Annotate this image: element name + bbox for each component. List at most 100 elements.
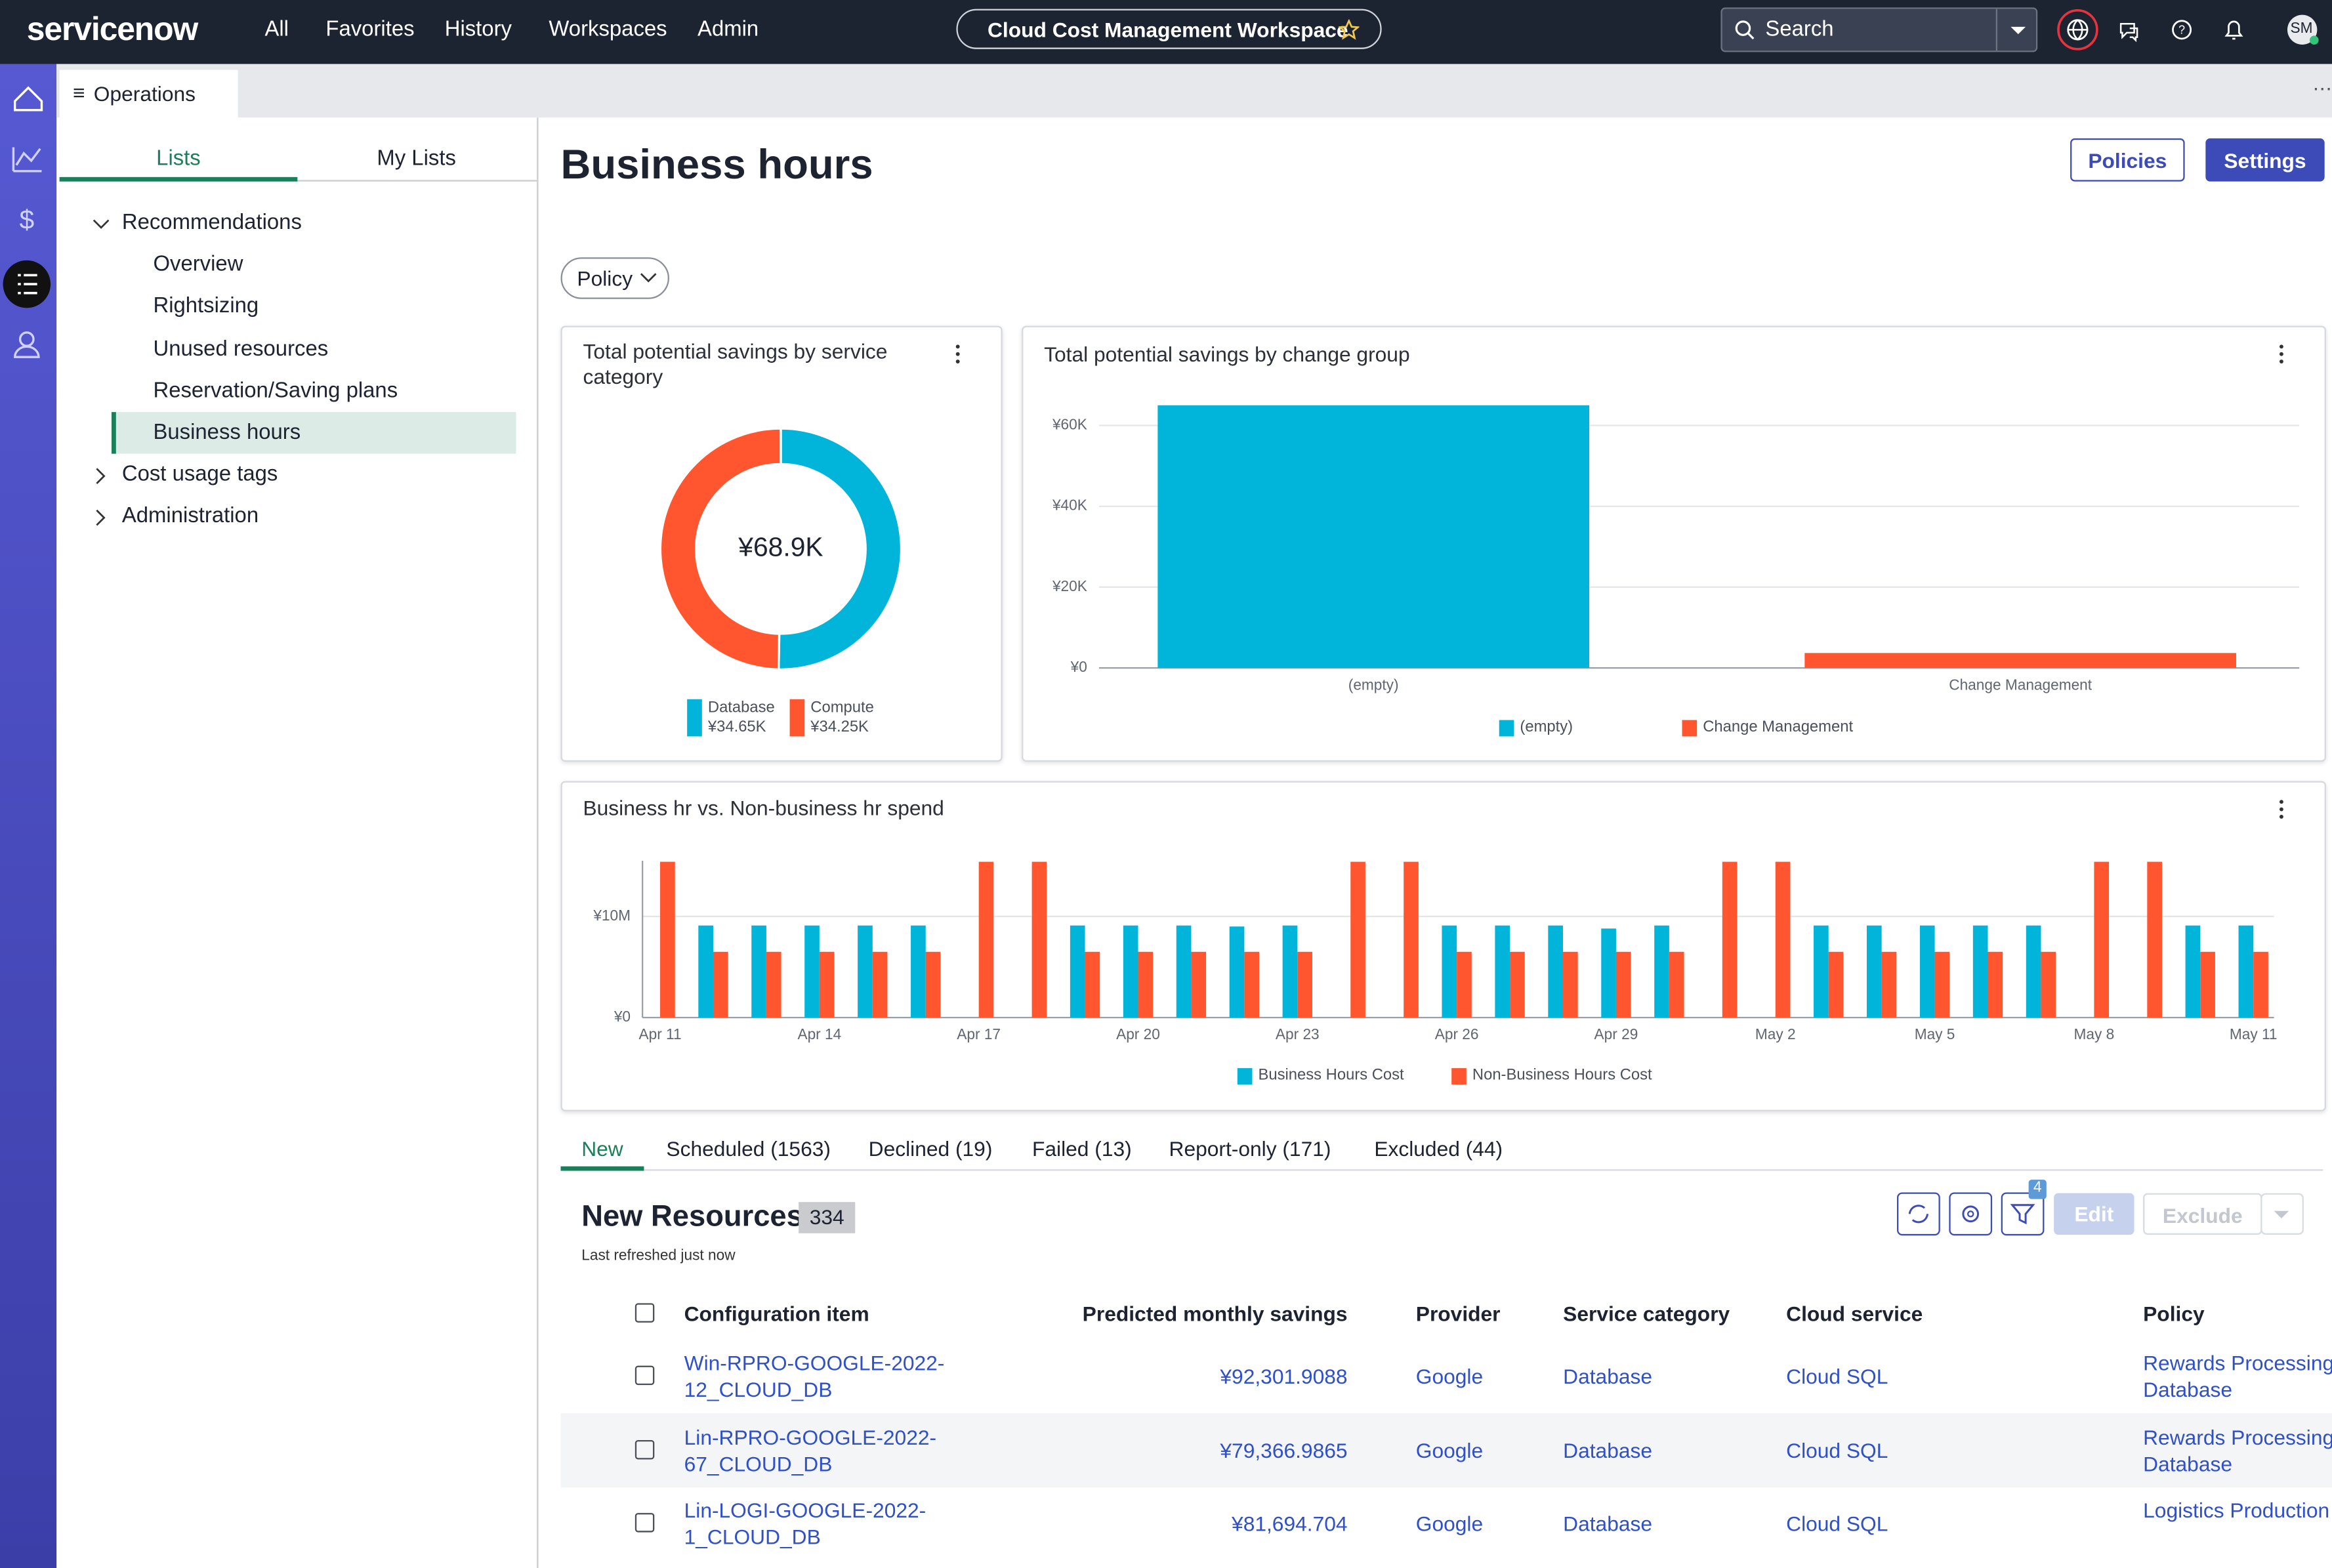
cell[interactable]: Database [1563, 1511, 1653, 1536]
column-header[interactable]: Provider [1415, 1302, 1501, 1326]
nav-item[interactable]: Favorites [325, 18, 415, 42]
column-header[interactable]: Predicted monthly savings [1082, 1302, 1348, 1326]
cell: ¥92,301.9088 [1220, 1364, 1348, 1388]
bar [2147, 861, 2162, 1018]
tree-item[interactable]: Unused resources [153, 337, 329, 361]
nav-item[interactable]: All [264, 18, 289, 42]
search-placeholder: Search [1765, 18, 1834, 42]
bar [2253, 951, 2268, 1018]
checkbox[interactable] [635, 1303, 655, 1323]
cell[interactable]: Google [1415, 1437, 1484, 1462]
menu-dot [2279, 814, 2283, 819]
bar [2185, 925, 2201, 1018]
tree-item[interactable]: Rightsizing [153, 295, 259, 320]
cell[interactable]: Database [1563, 1364, 1653, 1388]
exclude-button[interactable]: Exclude [2143, 1193, 2262, 1235]
menu-dot [2279, 800, 2283, 804]
nav-item[interactable]: History [444, 18, 512, 42]
sidebar-tab[interactable]: My Lists [377, 147, 456, 171]
resource-tab[interactable]: Scheduled (1563) [666, 1136, 831, 1161]
policy-filter[interactable]: Policy [560, 257, 669, 299]
bar [1404, 861, 1419, 1018]
tree-group[interactable]: Cost usage tags [121, 463, 278, 487]
cell[interactable]: Rewards Processing Database [2143, 1350, 2332, 1402]
logo[interactable]: servicenow [26, 10, 198, 48]
search-dropdown[interactable] [1995, 9, 2037, 51]
rail-icons[interactable]: $ [0, 64, 56, 421]
policies-button[interactable]: Policies [2070, 138, 2185, 182]
cell[interactable]: Rewards Processing Database [2143, 1424, 2332, 1475]
cell[interactable]: Cloud SQL [1786, 1364, 1888, 1388]
tab-underline [59, 176, 298, 182]
star-icon[interactable] [1338, 19, 1360, 40]
bar [819, 951, 835, 1018]
column-header[interactable]: Configuration item [684, 1302, 869, 1326]
config-link[interactable]: Lin-LOGI-GOOGLE-2022-1_CLOUD_DB [684, 1498, 927, 1549]
legend-label: Database [708, 699, 775, 716]
edit-button[interactable]: Edit [2054, 1193, 2134, 1235]
cell[interactable]: Database [1563, 1437, 1653, 1462]
exclude-dropdown[interactable] [2260, 1193, 2304, 1235]
chart: ¥0 ¥20K ¥40K ¥60K (empty) Change Management (e… [1052, 344, 2300, 737]
toolbar-icons[interactable] [1895, 1178, 2058, 1238]
tree-item[interactable]: Reservation/Saving plans [153, 379, 398, 403]
x-tick-label: Apr 17 [957, 1025, 1001, 1042]
tree-group[interactable]: Recommendations [121, 211, 302, 236]
column-header[interactable]: Service category [1563, 1302, 1730, 1326]
sidebar-tab[interactable]: Lists [156, 147, 201, 171]
menu-dot [955, 360, 960, 363]
resource-tab[interactable]: New [581, 1136, 623, 1161]
tab-strip: ≡ Operations ⋯ [56, 64, 2332, 118]
resource-tab[interactable]: Excluded (44) [1374, 1136, 1503, 1161]
bar [1972, 925, 1988, 1018]
bar [2094, 861, 2110, 1018]
settings-button[interactable]: Settings [2205, 138, 2325, 182]
nav-item[interactable]: Admin [698, 18, 759, 42]
search-icon [1735, 20, 1755, 40]
bar [858, 925, 873, 1018]
bar [1828, 951, 1844, 1018]
search-box[interactable]: Search [1720, 7, 2038, 52]
resource-tab[interactable]: Failed (13) [1032, 1136, 1132, 1161]
checkbox[interactable] [635, 1513, 655, 1533]
checkbox[interactable] [635, 1439, 655, 1459]
svg-text:$: $ [19, 205, 34, 235]
x-tick-label: Apr 23 [1276, 1025, 1320, 1042]
menu-dot [955, 344, 960, 349]
workspace-tab[interactable]: ≡ Operations [59, 70, 238, 118]
bar [766, 951, 781, 1018]
chevron[interactable] [93, 216, 110, 234]
cell[interactable]: Cloud SQL [1786, 1437, 1888, 1462]
checkbox[interactable] [635, 1365, 655, 1386]
menu-dot [2279, 352, 2283, 356]
bar [698, 925, 713, 1018]
resource-tab[interactable]: Declined (19) [868, 1136, 993, 1161]
tree-item[interactable]: Overview [153, 253, 243, 278]
bar [2200, 951, 2215, 1018]
column-header[interactable]: Policy [2143, 1302, 2205, 1326]
cell[interactable]: Google [1415, 1364, 1484, 1388]
cell[interactable]: Cloud SQL [1786, 1511, 1888, 1536]
cell[interactable]: Google [1415, 1511, 1484, 1536]
more-icon[interactable]: ⋯ [2312, 77, 2332, 100]
workspace-pill[interactable]: Cloud Cost Management Workspace [956, 9, 1382, 49]
tree-group[interactable]: Administration [121, 505, 259, 529]
column-header[interactable]: Cloud service [1786, 1302, 1923, 1326]
config-link[interactable]: Win-RPRO-GOOGLE-2022-12_CLOUD_DB [684, 1350, 945, 1402]
bar [1457, 951, 1472, 1018]
cell[interactable]: Logistics Production [2143, 1498, 2330, 1522]
config-link[interactable]: Lin-RPRO-GOOGLE-2022-67_CLOUD_DB [684, 1424, 937, 1475]
donut-slice [777, 427, 903, 671]
tab-label: Operations [93, 81, 196, 106]
menu-dot [2279, 344, 2283, 349]
resource-tab[interactable]: Report-only (171) [1169, 1136, 1331, 1161]
bar [1176, 925, 1192, 1018]
bar [911, 925, 926, 1018]
menu-icon: ≡ [73, 80, 85, 104]
chevron[interactable] [93, 509, 110, 527]
avatar[interactable]: SM [2290, 20, 2313, 37]
chevron[interactable] [93, 467, 110, 485]
tree-item[interactable]: Business hours [153, 421, 301, 445]
tab-divider [59, 180, 537, 182]
nav-item[interactable]: Workspaces [549, 18, 667, 42]
